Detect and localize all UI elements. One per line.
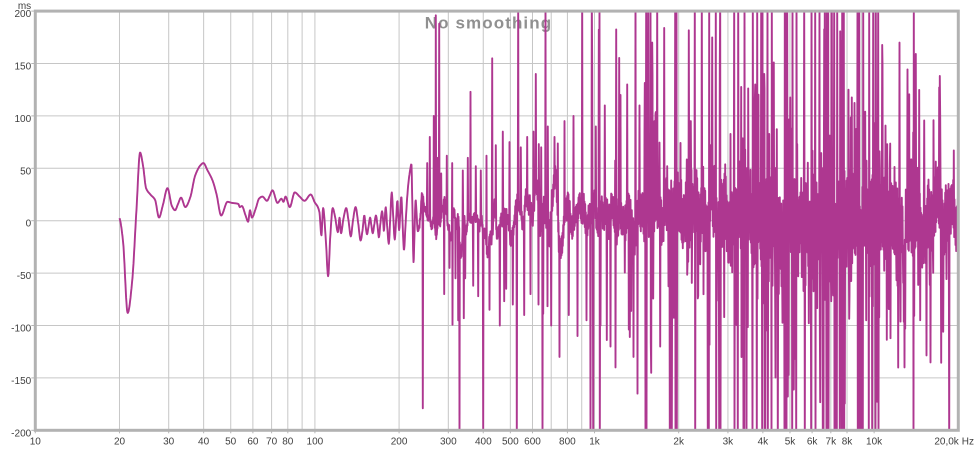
svg-text:200: 200 (391, 437, 408, 448)
svg-text:8k: 8k (842, 437, 854, 448)
svg-text:-150: -150 (11, 376, 31, 387)
svg-text:400: 400 (475, 437, 492, 448)
svg-text:-200: -200 (11, 428, 31, 439)
svg-text:40: 40 (198, 437, 210, 448)
svg-text:Hz: Hz (962, 437, 974, 448)
svg-text:80: 80 (282, 437, 294, 448)
svg-text:-100: -100 (11, 324, 31, 335)
svg-text:2k: 2k (673, 437, 685, 448)
svg-text:600: 600 (524, 437, 541, 448)
svg-text:30: 30 (163, 437, 175, 448)
svg-text:20,0k: 20,0k (934, 437, 959, 448)
svg-text:70: 70 (266, 437, 278, 448)
svg-text:1k: 1k (589, 437, 601, 448)
svg-text:No smoothing: No smoothing (425, 14, 552, 33)
svg-text:10: 10 (30, 437, 42, 448)
svg-text:50: 50 (20, 166, 32, 177)
svg-text:500: 500 (502, 437, 519, 448)
svg-text:7k: 7k (826, 437, 838, 448)
svg-text:ms: ms (18, 1, 31, 12)
svg-text:100: 100 (15, 114, 32, 125)
svg-text:-50: -50 (17, 271, 32, 282)
svg-text:100: 100 (307, 437, 324, 448)
svg-text:60: 60 (247, 437, 259, 448)
svg-text:300: 300 (440, 437, 457, 448)
svg-text:3k: 3k (723, 437, 735, 448)
svg-text:150: 150 (15, 62, 32, 73)
svg-text:4k: 4k (758, 437, 770, 448)
svg-text:6k: 6k (807, 437, 819, 448)
svg-text:200: 200 (15, 9, 32, 20)
svg-text:800: 800 (559, 437, 576, 448)
svg-text:10k: 10k (866, 437, 883, 448)
svg-text:50: 50 (225, 437, 237, 448)
svg-text:5k: 5k (785, 437, 797, 448)
svg-text:0: 0 (26, 219, 32, 230)
svg-text:20: 20 (114, 437, 126, 448)
